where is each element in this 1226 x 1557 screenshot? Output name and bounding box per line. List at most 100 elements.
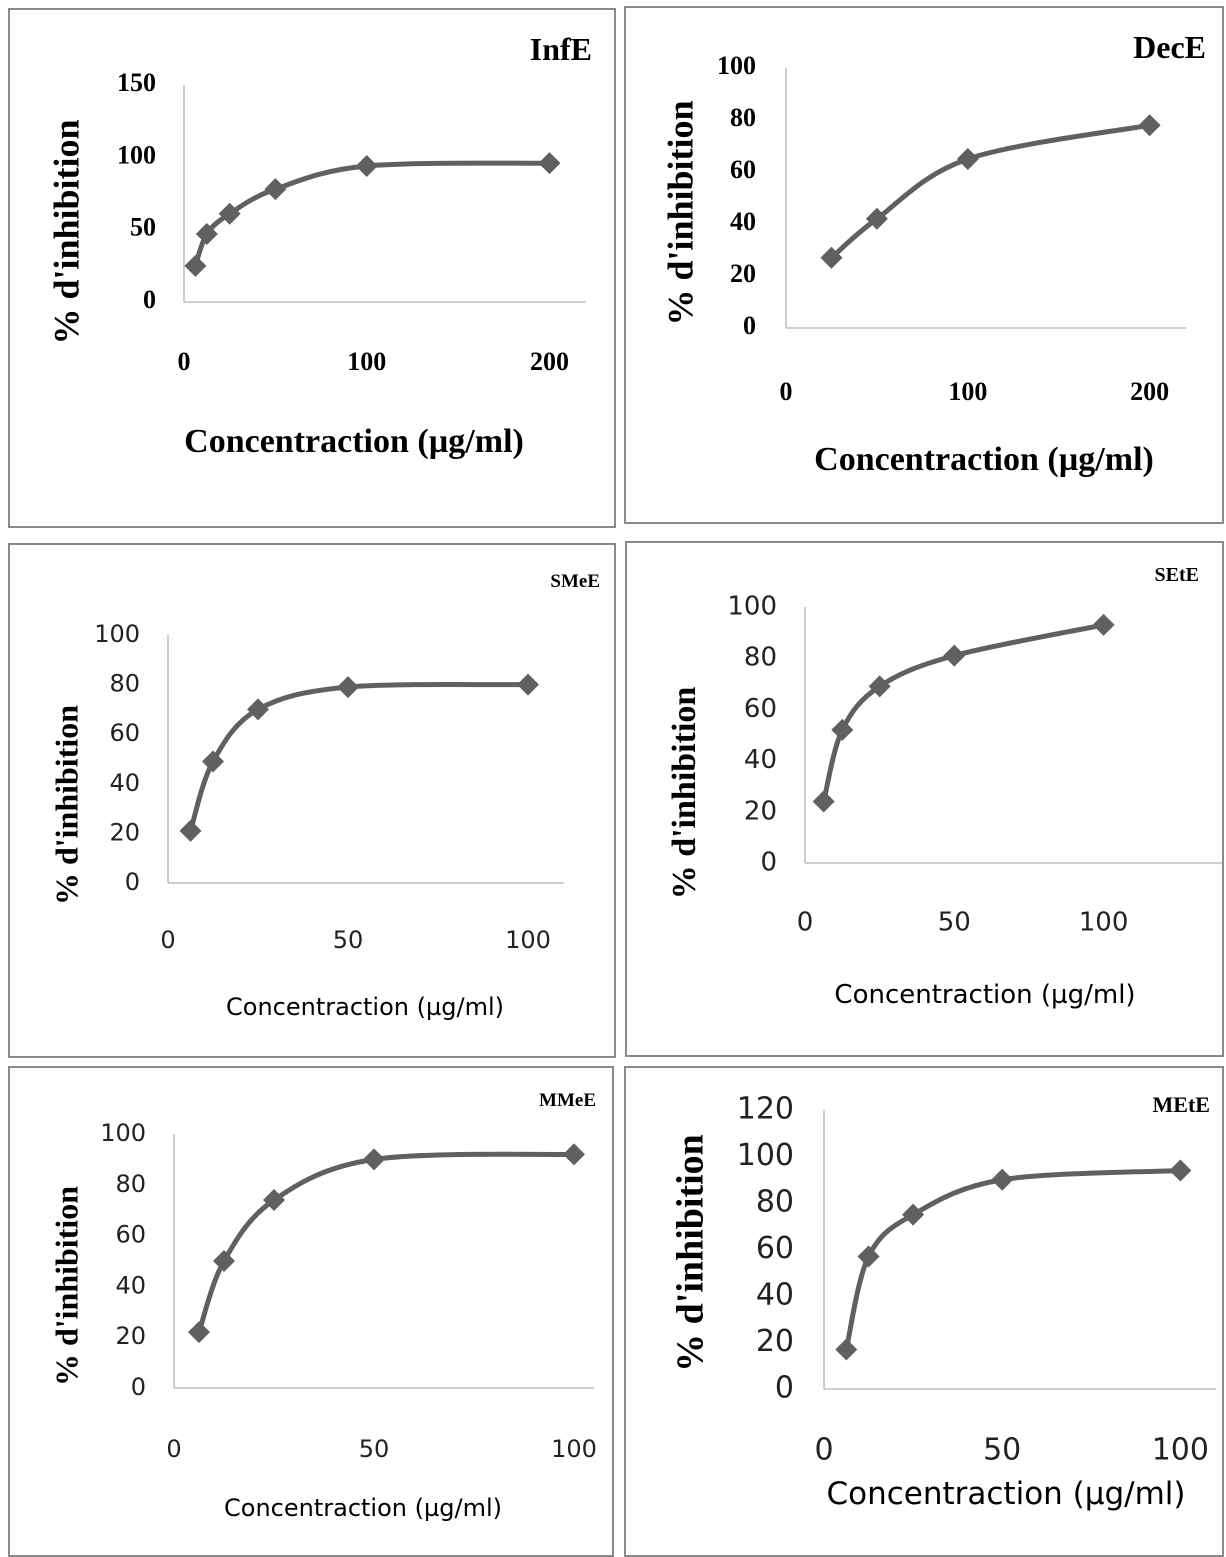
y-tick-label: 60 (115, 1221, 146, 1249)
data-point (517, 673, 539, 696)
data-point (355, 155, 378, 178)
data-point (263, 1189, 285, 1212)
data-point (956, 148, 979, 170)
y-tick-label: 100 (117, 140, 156, 169)
y-axis-label: % d'inhibition (48, 1186, 84, 1386)
x-tick-label: 50 (983, 1433, 1021, 1468)
data-point (820, 246, 843, 269)
x-tick-label: 100 (1152, 1433, 1209, 1468)
y-tick-label: 0 (143, 285, 156, 314)
y-tick-label: 100 (737, 1138, 794, 1173)
y-tick-label: 0 (131, 1373, 146, 1401)
x-tick-label: 0 (160, 926, 175, 954)
x-tick-label: 0 (178, 347, 191, 376)
y-axis-label: % d'inhibition (46, 119, 86, 344)
chart-panel-mete: 0 20 40 60 80 100 120 0 50 100 MEtE Concentraction … (624, 1066, 1224, 1557)
y-tick-label: 0 (743, 311, 756, 340)
y-tick-label: 100 (717, 51, 756, 80)
x-tick-label: 100 (551, 1435, 597, 1463)
chart-mmee: 0 20 40 60 80 100 0 50 100 MMeE Concentraction (µg… (48, 1090, 597, 1522)
chart-title: MMeE (539, 1090, 596, 1111)
data-point (218, 202, 241, 225)
y-tick-label: 150 (117, 68, 156, 97)
y-tick-label: 60 (730, 155, 756, 184)
x-tick-label: 50 (333, 926, 364, 954)
data-point (563, 1143, 585, 1166)
chart-mete: 0 20 40 60 80 100 120 0 50 100 MEtE Concentraction … (670, 1092, 1216, 1512)
data-point (202, 750, 224, 773)
chart-panel-sete: 0 20 40 60 80 100 0 50 100 SEtE Concentraction (µg… (625, 541, 1224, 1057)
y-tick-label: 60 (744, 694, 777, 724)
y-axis-label: % d'inhibition (660, 100, 700, 325)
y-tick-label: 100 (100, 1119, 146, 1147)
x-tick-label: 100 (948, 377, 987, 406)
chart-title: SEtE (1155, 564, 1199, 586)
y-tick-label: 20 (115, 1322, 146, 1350)
y-tick-label: 0 (125, 868, 140, 896)
chart-dece: 0 20 40 60 80 100 0 100 200 DecE Concentraction (µ… (660, 29, 1206, 478)
x-axis-label: Concentraction (µg/ml) (184, 423, 524, 460)
x-axis-label: Concentraction (µg/ml) (834, 980, 1135, 1010)
x-tick-label: 100 (505, 926, 551, 954)
y-tick-label: 40 (744, 745, 777, 775)
x-tick-label: 100 (347, 347, 386, 376)
chart-panel-smee: 0 20 40 60 80 100 0 50 100 SMeE Concentraction (µg… (8, 543, 616, 1058)
x-tick-label: 50 (938, 908, 971, 938)
data-point (865, 207, 888, 230)
x-axis-label: Concentraction (µg/ml) (224, 1494, 502, 1522)
x-axis-label: Concentraction (µg/ml) (814, 441, 1154, 478)
y-tick-label: 100 (94, 620, 140, 648)
y-tick-label: 120 (737, 1092, 794, 1127)
y-axis-label: % d'inhibition (670, 1134, 712, 1372)
y-tick-label: 40 (115, 1271, 146, 1299)
data-point (831, 718, 854, 741)
x-tick-label: 0 (166, 1435, 181, 1463)
x-tick-label: 200 (530, 347, 569, 376)
y-tick-label: 40 (109, 769, 140, 797)
data-point (1138, 114, 1161, 137)
x-axis-label: Concentraction (µg/ml) (826, 1476, 1185, 1512)
chart-title: InfE (530, 31, 592, 67)
data-point (868, 675, 891, 698)
data-point (213, 1250, 235, 1272)
series-line (828, 122, 1153, 261)
data-point (264, 178, 287, 201)
chart-panel-mmee: 0 20 40 60 80 100 0 50 100 MMeE Concentraction (µg… (8, 1066, 614, 1557)
y-tick-label: 80 (730, 103, 756, 132)
data-point (195, 223, 218, 246)
chart-title: SMeE (550, 571, 600, 592)
chart-infe: 0 50 100 150 0 100 200 InfE Concentraction (µg/m… (46, 31, 592, 460)
series-line (821, 622, 1107, 805)
series-line (188, 681, 531, 834)
y-tick-label: 60 (756, 1231, 794, 1266)
data-point (991, 1168, 1014, 1191)
data-point (188, 1321, 210, 1344)
y-tick-label: 80 (756, 1185, 794, 1220)
data-point (812, 790, 835, 813)
chart-smee: 0 20 40 60 80 100 0 50 100 SMeE Concentraction (µg… (48, 571, 600, 1021)
data-point (943, 644, 966, 667)
data-point (538, 152, 561, 175)
data-point (247, 698, 269, 721)
series-line (196, 1151, 577, 1335)
chart-sete: 0 20 40 60 80 100 0 50 100 SEtE Concentraction (µg… (666, 564, 1222, 1010)
y-tick-label: 60 (109, 719, 140, 747)
x-tick-label: 0 (780, 377, 793, 406)
x-tick-label: 0 (797, 908, 814, 938)
data-point (902, 1203, 925, 1226)
y-tick-label: 80 (115, 1170, 146, 1198)
y-tick-label: 80 (744, 643, 777, 673)
chart-panel-infe: 0 50 100 150 0 100 200 InfE Concentraction (µg/m… (8, 8, 616, 528)
y-tick-label: 0 (760, 848, 777, 878)
data-point (1092, 613, 1115, 636)
data-point (1169, 1159, 1192, 1182)
y-tick-label: 20 (756, 1324, 794, 1359)
data-point (179, 819, 202, 842)
x-tick-label: 100 (1079, 908, 1129, 938)
y-tick-label: 20 (730, 259, 756, 288)
y-tick-label: 20 (109, 818, 140, 846)
y-axis-label: % d'inhibition (48, 705, 84, 905)
y-axis-label: % d'inhibition (666, 687, 703, 900)
y-tick-label: 20 (744, 796, 777, 826)
y-tick-label: 40 (730, 207, 756, 236)
